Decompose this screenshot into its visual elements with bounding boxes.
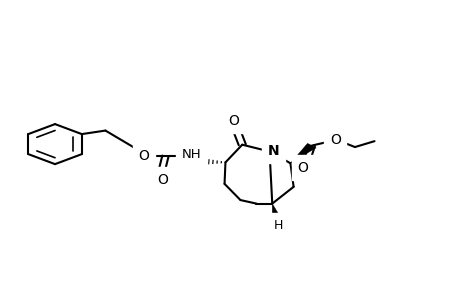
Text: O: O bbox=[329, 133, 340, 147]
Text: O: O bbox=[228, 114, 239, 128]
Polygon shape bbox=[272, 204, 280, 220]
Text: NH: NH bbox=[181, 148, 201, 161]
Text: O: O bbox=[297, 161, 308, 175]
Text: H: H bbox=[273, 219, 282, 232]
Polygon shape bbox=[290, 143, 315, 163]
Text: N: N bbox=[267, 144, 278, 158]
Text: O: O bbox=[138, 149, 149, 163]
Text: O: O bbox=[157, 173, 168, 187]
